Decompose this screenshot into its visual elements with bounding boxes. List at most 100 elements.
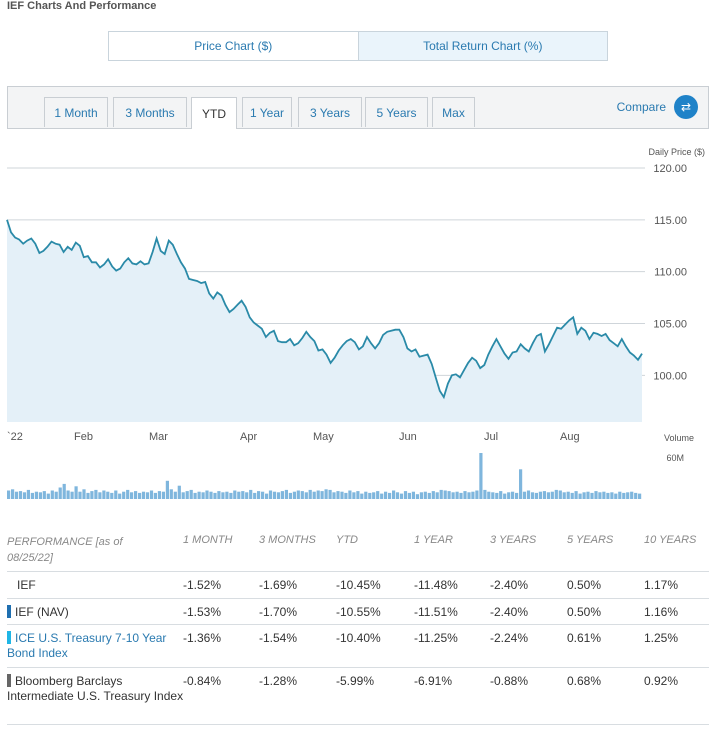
total-return-chart-button[interactable]: Total Return Chart (%) xyxy=(357,31,608,61)
volume-bar xyxy=(98,492,102,499)
swap-arrows-icon: ⇄ xyxy=(674,95,698,119)
table-cell: 1.17% xyxy=(644,578,679,592)
volume-bar xyxy=(86,492,90,499)
volume-bar xyxy=(503,493,507,499)
volume-bar xyxy=(471,491,475,499)
tab-3-years[interactable]: 3 Years xyxy=(298,97,362,127)
volume-bar xyxy=(519,469,523,499)
x-tick-label: Feb xyxy=(74,431,93,443)
volume-bar xyxy=(511,491,515,499)
volume-bar xyxy=(102,490,106,499)
volume-bar xyxy=(360,493,364,499)
volume-bar xyxy=(606,492,610,499)
volume-bar xyxy=(515,492,519,499)
volume-bar xyxy=(332,492,336,499)
volume-bar xyxy=(110,492,114,499)
volume-bar xyxy=(7,490,11,499)
volume-bar xyxy=(558,490,562,499)
volume-bar xyxy=(11,489,15,499)
tab-ytd[interactable]: YTD xyxy=(191,97,237,129)
volume-bar xyxy=(578,493,582,499)
volume-bar xyxy=(356,491,360,499)
volume-bar xyxy=(62,483,66,499)
performance-header: PERFORMANCE [as of 08/25/22] 1 MONTH 3 M… xyxy=(7,532,709,572)
table-cell: -6.91% xyxy=(414,674,453,688)
x-tick-label: Jun xyxy=(399,431,417,443)
volume-bar xyxy=(610,492,614,499)
volume-bar xyxy=(268,490,273,499)
volume-bar xyxy=(78,491,82,499)
table-row: IEF (NAV) -1.53% -1.70% -10.55% -11.51% … xyxy=(7,599,709,625)
volume-bar xyxy=(130,492,134,499)
table-cell: -1.70% xyxy=(259,605,298,619)
table-cell: 1.16% xyxy=(644,605,679,619)
volume-bar xyxy=(467,492,471,499)
volume-bar xyxy=(42,491,46,499)
compare-button[interactable]: Compare ⇄ xyxy=(617,95,698,119)
table-cell: -1.53% xyxy=(183,605,222,619)
volume-bar xyxy=(411,491,415,499)
volume-bar xyxy=(427,492,431,499)
volume-bar xyxy=(253,492,257,499)
volume-bar xyxy=(201,492,205,499)
table-cell: -1.52% xyxy=(183,578,222,592)
volume-bar xyxy=(328,489,332,499)
volume-bar xyxy=(229,492,233,499)
volume-bar xyxy=(586,491,590,499)
volume-bar xyxy=(141,491,146,499)
volume-bar xyxy=(594,491,598,499)
volume-bar xyxy=(38,492,42,499)
volume-bar xyxy=(570,492,574,499)
volume-bar xyxy=(435,492,439,499)
col-5-years: 5 YEARS xyxy=(567,534,614,546)
volume-bar xyxy=(225,491,229,499)
price-chart: Daily Price ($) 120.00 115.00 110.00 105.00… xyxy=(6,147,705,499)
performance-table: PERFORMANCE [as of 08/25/22] 1 MONTH 3 M… xyxy=(7,532,709,725)
volume-bar xyxy=(368,492,372,499)
volume-bar xyxy=(443,490,447,499)
volume-bar xyxy=(638,493,642,499)
tab-max[interactable]: Max xyxy=(432,97,475,127)
compare-label: Compare xyxy=(616,100,666,114)
volume-bar xyxy=(304,492,308,499)
volume-bar xyxy=(50,490,54,499)
x-tick-label: Apr xyxy=(240,431,257,443)
tab-5-years[interactable]: 5 Years xyxy=(365,97,428,127)
volume-bar xyxy=(376,491,380,499)
volume-bar xyxy=(261,491,265,499)
volume-bar xyxy=(554,489,558,499)
price-chart-button[interactable]: Price Chart ($) xyxy=(108,31,358,61)
volume-bar xyxy=(292,491,296,499)
table-row: IEF -1.52% -1.69% -10.45% -11.48% -2.40%… xyxy=(7,572,709,599)
y-tick-label: 120.00 xyxy=(653,163,687,175)
chart-type-switch: Price Chart ($) Total Return Chart (%) xyxy=(108,31,608,61)
volume-bar xyxy=(598,492,602,499)
volume-bar xyxy=(602,491,606,499)
tab-1-month[interactable]: 1 Month xyxy=(44,97,108,127)
tab-3-months[interactable]: 3 Months xyxy=(113,97,187,127)
volume-bar xyxy=(134,491,138,499)
nav-swatch xyxy=(7,605,11,618)
volume-bar xyxy=(622,492,626,499)
row-name-ice-index-label[interactable]: ICE U.S. Treasury 7-10 Year Bond Index xyxy=(7,631,167,660)
volume-bar xyxy=(18,491,23,499)
volume-bar xyxy=(491,492,495,499)
volume-bar xyxy=(169,489,173,499)
volume-bar xyxy=(276,492,281,499)
tab-1-year[interactable]: 1 Year xyxy=(242,97,292,127)
volume-bar xyxy=(145,492,150,499)
volume-bar xyxy=(209,491,213,499)
table-cell: -11.48% xyxy=(414,578,458,592)
volume-bar xyxy=(431,491,435,499)
ice-swatch xyxy=(7,631,11,644)
volume-bar xyxy=(399,493,404,499)
volume-bar xyxy=(324,489,328,499)
volume-bar xyxy=(459,492,463,499)
volume-bar xyxy=(300,491,304,499)
table-cell: -2.40% xyxy=(490,605,529,619)
table-cell: -0.88% xyxy=(490,674,529,688)
volume-bar xyxy=(582,492,586,499)
volume-bar xyxy=(392,490,396,499)
row-name-ice-index[interactable]: ICE U.S. Treasury 7-10 Year Bond Index xyxy=(7,631,185,661)
volume-bar xyxy=(54,491,58,499)
